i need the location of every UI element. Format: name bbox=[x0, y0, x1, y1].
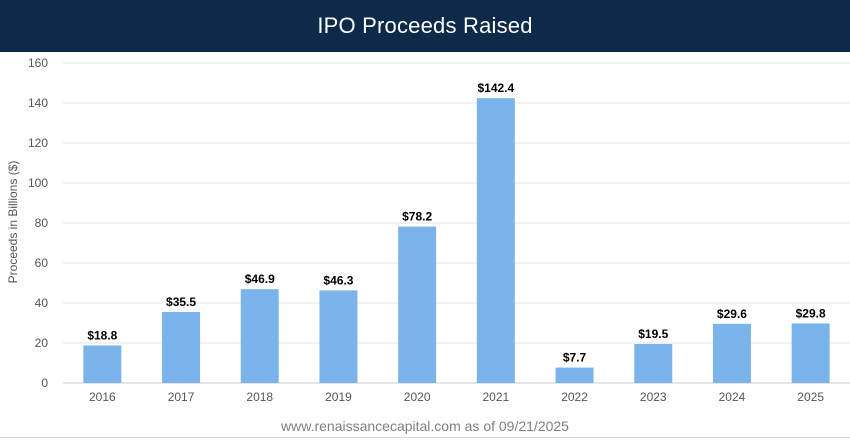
x-tick-label: 2020 bbox=[404, 390, 431, 404]
data-label: $142.4 bbox=[477, 81, 514, 95]
data-label: $7.7 bbox=[563, 351, 587, 365]
y-tick-label: 80 bbox=[35, 216, 49, 230]
bottom-border bbox=[0, 437, 850, 438]
x-tick-label: 2023 bbox=[640, 390, 667, 404]
x-tick-label: 2019 bbox=[325, 390, 352, 404]
y-tick-label: 100 bbox=[28, 176, 48, 190]
data-label: $29.8 bbox=[796, 306, 826, 320]
bar-2021[interactable] bbox=[476, 98, 515, 383]
y-tick-label: 120 bbox=[28, 136, 48, 150]
data-label: $46.3 bbox=[323, 273, 353, 287]
y-tick-label: 160 bbox=[28, 56, 48, 70]
data-label: $35.5 bbox=[166, 295, 196, 309]
bar-2016[interactable] bbox=[83, 345, 122, 383]
bar-2017[interactable] bbox=[162, 312, 201, 383]
x-tick-label: 2021 bbox=[482, 390, 509, 404]
chart-title: IPO Proceeds Raised bbox=[317, 13, 533, 38]
x-tick-label: 2025 bbox=[797, 390, 824, 404]
y-tick-label: 60 bbox=[35, 256, 49, 270]
bars bbox=[83, 98, 830, 383]
data-label: $19.5 bbox=[638, 327, 668, 341]
bar-2019[interactable] bbox=[319, 290, 358, 383]
bar-2023[interactable] bbox=[634, 344, 673, 383]
bar-2024[interactable] bbox=[712, 323, 751, 383]
x-tick-label: 2024 bbox=[719, 390, 746, 404]
chart-header: IPO Proceeds Raised bbox=[0, 0, 850, 52]
y-axis-title: Proceeds in Billions ($) bbox=[6, 161, 20, 284]
x-tick-label: 2018 bbox=[246, 390, 273, 404]
x-axis-ticks: 2016 2017 2018 2019 2020 2021 2022 2023 2024 2025 bbox=[89, 390, 824, 404]
x-tick-label: 2016 bbox=[89, 390, 116, 404]
data-label: $29.6 bbox=[717, 307, 747, 321]
y-tick-label: 20 bbox=[35, 336, 49, 350]
data-labels: $18.8 $35.5 $46.9 $46.3 $78.2 $142.4 $7.7 $19.5… bbox=[87, 81, 826, 364]
data-label: $18.8 bbox=[87, 328, 117, 342]
gridlines bbox=[63, 62, 850, 384]
y-axis-ticks: 0 20 40 60 80 100 120 140 160 bbox=[28, 56, 48, 390]
bar-2025[interactable] bbox=[791, 323, 830, 383]
y-tick-label: 40 bbox=[35, 296, 49, 310]
data-label: $46.9 bbox=[245, 272, 275, 286]
y-tick-label: 140 bbox=[28, 96, 48, 110]
x-tick-label: 2022 bbox=[561, 390, 588, 404]
source-note[interactable]: www.renaissancecapital.com as of 09/21/2… bbox=[281, 418, 569, 434]
bar-2018[interactable] bbox=[240, 289, 279, 383]
data-label: $78.2 bbox=[402, 210, 432, 224]
bar-2022[interactable] bbox=[555, 367, 594, 383]
y-tick-label: 0 bbox=[41, 376, 48, 390]
x-tick-label: 2017 bbox=[168, 390, 195, 404]
bar-2020[interactable] bbox=[398, 226, 437, 383]
